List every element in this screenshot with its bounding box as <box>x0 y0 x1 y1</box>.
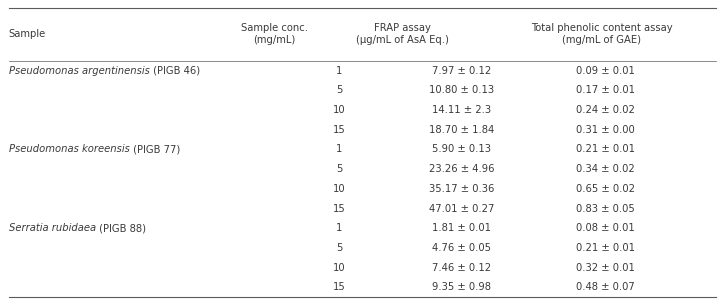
Text: 5.90 ± 0.13: 5.90 ± 0.13 <box>432 144 492 154</box>
Text: (PIGB 77): (PIGB 77) <box>130 144 180 154</box>
Text: 1.81 ± 0.01: 1.81 ± 0.01 <box>432 223 492 233</box>
Text: Pseudomonas koreensis: Pseudomonas koreensis <box>9 144 130 154</box>
Text: 0.65 ± 0.02: 0.65 ± 0.02 <box>576 184 635 194</box>
Text: 0.17 ± 0.01: 0.17 ± 0.01 <box>576 85 635 95</box>
Text: 4.76 ± 0.05: 4.76 ± 0.05 <box>432 243 492 253</box>
Text: 35.17 ± 0.36: 35.17 ± 0.36 <box>429 184 494 194</box>
Text: Total phenolic content assay
(mg/mL of GAE): Total phenolic content assay (mg/mL of G… <box>531 23 673 45</box>
Text: (PIGB 46): (PIGB 46) <box>149 66 199 76</box>
Text: Pseudomonas argentinensis: Pseudomonas argentinensis <box>9 66 149 76</box>
Text: 0.32 ± 0.01: 0.32 ± 0.01 <box>576 263 635 273</box>
Text: (PIGB 88): (PIGB 88) <box>96 223 146 233</box>
Text: 10: 10 <box>333 263 346 273</box>
Text: Serratia rubidaea: Serratia rubidaea <box>9 223 96 233</box>
Text: 0.21 ± 0.01: 0.21 ± 0.01 <box>576 243 635 253</box>
Text: 5: 5 <box>336 85 342 95</box>
Text: 0.34 ± 0.02: 0.34 ± 0.02 <box>576 164 635 174</box>
Text: 0.31 ± 0.00: 0.31 ± 0.00 <box>576 125 635 135</box>
Text: Sample conc.
(mg/mL): Sample conc. (mg/mL) <box>241 23 307 45</box>
Text: Sample: Sample <box>9 29 46 39</box>
Text: 5: 5 <box>336 243 342 253</box>
Text: 23.26 ± 4.96: 23.26 ± 4.96 <box>429 164 494 174</box>
Text: 0.21 ± 0.01: 0.21 ± 0.01 <box>576 144 635 154</box>
Text: 1: 1 <box>336 144 342 154</box>
Text: 15: 15 <box>333 204 346 214</box>
Text: 15: 15 <box>333 125 346 135</box>
Text: 15: 15 <box>333 282 346 292</box>
Text: 0.08 ± 0.01: 0.08 ± 0.01 <box>576 223 635 233</box>
Text: 0.09 ± 0.01: 0.09 ± 0.01 <box>576 66 635 76</box>
Text: 47.01 ± 0.27: 47.01 ± 0.27 <box>429 204 494 214</box>
Text: 0.83 ± 0.05: 0.83 ± 0.05 <box>576 204 635 214</box>
Text: 10: 10 <box>333 184 346 194</box>
Text: 5: 5 <box>336 164 342 174</box>
Text: 10.80 ± 0.13: 10.80 ± 0.13 <box>429 85 494 95</box>
Text: 1: 1 <box>336 66 342 76</box>
Text: 7.46 ± 0.12: 7.46 ± 0.12 <box>432 263 492 273</box>
Text: FRAP assay
(μg/mL of AsA Eq.): FRAP assay (μg/mL of AsA Eq.) <box>356 23 449 45</box>
Text: 9.35 ± 0.98: 9.35 ± 0.98 <box>432 282 492 292</box>
Text: 14.11 ± 2.3: 14.11 ± 2.3 <box>432 105 492 115</box>
Text: 1: 1 <box>336 223 342 233</box>
Text: 10: 10 <box>333 105 346 115</box>
Text: 0.48 ± 0.07: 0.48 ± 0.07 <box>576 282 635 292</box>
Text: 7.97 ± 0.12: 7.97 ± 0.12 <box>432 66 492 76</box>
Text: 18.70 ± 1.84: 18.70 ± 1.84 <box>429 125 494 135</box>
Text: 0.24 ± 0.02: 0.24 ± 0.02 <box>576 105 635 115</box>
